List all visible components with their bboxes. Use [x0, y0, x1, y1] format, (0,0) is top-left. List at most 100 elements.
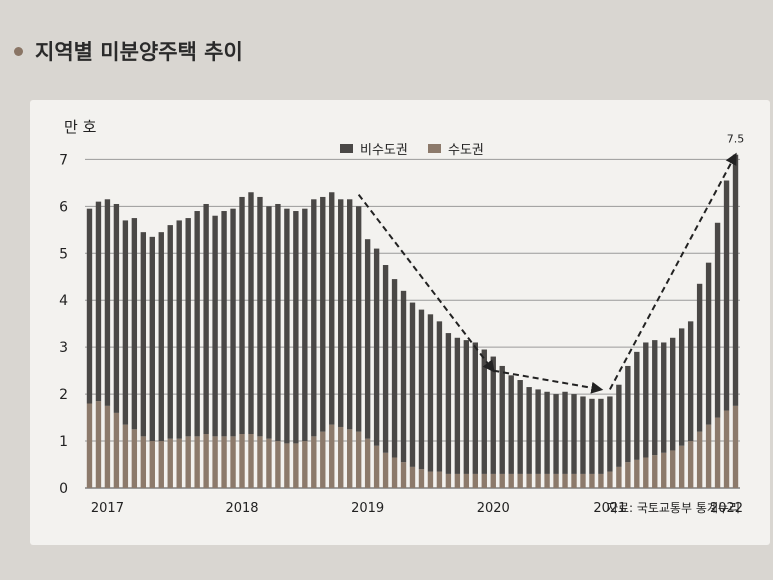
bar-non-capital	[239, 196, 245, 435]
bar-non-capital	[445, 333, 452, 474]
bar-non-capital	[409, 302, 416, 467]
bar-capital	[347, 429, 353, 488]
bar-capital	[185, 436, 191, 488]
bar-capital	[212, 436, 218, 488]
bar-non-capital	[302, 208, 308, 442]
bar-non-capital	[687, 321, 694, 442]
bar-capital	[696, 431, 703, 488]
bar-capital	[176, 438, 182, 488]
legend-label-capital: 수도권	[448, 143, 484, 158]
bar-non-capital	[589, 398, 595, 474]
y-tick-label: 5	[59, 246, 68, 262]
bar-capital	[95, 401, 102, 488]
bar-capital	[203, 434, 209, 488]
bar-non-capital	[517, 380, 523, 474]
end-value-label: 7.5	[727, 133, 745, 146]
bar-non-capital	[122, 220, 129, 425]
bar-capital	[373, 445, 380, 488]
bar-non-capital	[553, 394, 559, 474]
bar-capital	[643, 457, 649, 488]
x-tick-label: 2018	[225, 501, 258, 516]
bar-non-capital	[678, 328, 685, 446]
bar-capital	[454, 473, 461, 488]
bar-non-capital	[275, 203, 281, 442]
bar-non-capital	[661, 342, 667, 453]
bar-non-capital	[257, 196, 263, 437]
bar-capital	[311, 436, 317, 488]
bar-capital	[499, 473, 505, 488]
bar-non-capital	[607, 396, 613, 472]
page-title-text: 지역별 미분양주택 추이	[35, 40, 243, 64]
bar-capital	[266, 438, 272, 488]
bar-capital	[544, 473, 550, 488]
bar-non-capital	[427, 314, 434, 472]
bar-capital	[131, 429, 138, 488]
bar-capital	[320, 431, 326, 488]
bar-non-capital	[364, 239, 371, 439]
bar-non-capital	[705, 262, 712, 425]
chart: 만 호 비수도권 수도권 0 1 2 3 4 5 6 7 2017 2018 2019 2020 20…	[59, 118, 745, 516]
bar-capital	[391, 457, 398, 488]
bar-non-capital	[580, 396, 586, 474]
bar-capital	[248, 434, 254, 488]
bar-capital	[625, 462, 631, 488]
page-title: 지역별 미분양주택 추이	[14, 36, 243, 66]
bar-non-capital	[248, 192, 254, 435]
x-tick-label: 2019	[351, 501, 384, 516]
bar-non-capital	[562, 391, 568, 474]
bar-capital	[167, 438, 173, 488]
bar-capital	[652, 455, 658, 488]
trend-arrows	[357, 152, 737, 394]
legend-swatch-capital	[428, 144, 441, 153]
bar-non-capital	[391, 279, 398, 458]
bullet-dot-icon	[14, 46, 23, 56]
bar-capital	[616, 466, 622, 488]
bar-capital	[382, 452, 389, 488]
x-tick-label: 2020	[477, 501, 510, 516]
bar-capital	[409, 466, 416, 488]
bar-non-capital	[338, 199, 344, 427]
bar-non-capital	[454, 337, 461, 474]
bar-non-capital	[320, 196, 326, 432]
bar-capital	[149, 441, 155, 488]
y-tick-label: 0	[59, 481, 68, 497]
bar-non-capital	[104, 199, 111, 406]
y-unit-label: 만 호	[64, 118, 97, 136]
bar-non-capital	[535, 389, 541, 474]
bar-non-capital	[481, 349, 487, 474]
bar-non-capital	[140, 232, 147, 437]
chart-panel: 만 호 비수도권 수도권 0 1 2 3 4 5 6 7 2017 2018 2019 2020 20…	[30, 100, 770, 545]
bar-non-capital	[284, 208, 290, 444]
bar-capital	[661, 452, 667, 488]
bar-capital	[400, 462, 407, 488]
bar-capital	[445, 473, 452, 488]
bar-capital	[508, 473, 514, 488]
bar-non-capital	[526, 387, 532, 474]
bar-non-capital	[616, 384, 622, 467]
bar-non-capital	[230, 208, 236, 437]
bar-non-capital	[95, 201, 102, 402]
bar-capital	[221, 436, 227, 488]
bar-non-capital	[203, 203, 209, 435]
bar-capital	[122, 424, 129, 488]
bar-non-capital	[113, 203, 120, 413]
bar-non-capital	[436, 321, 443, 472]
bar-non-capital	[508, 375, 514, 474]
bar-non-capital	[544, 391, 550, 474]
bar-non-capital	[221, 211, 227, 437]
y-tick-label: 2	[59, 387, 68, 403]
bar-capital	[517, 473, 523, 488]
bar-non-capital	[185, 218, 191, 437]
bar-capital	[562, 473, 568, 488]
bar-capital	[338, 426, 344, 488]
bar-capital	[571, 473, 577, 488]
bar-capital	[436, 471, 443, 488]
source-note: 자료: 국토교통부 통계누리	[607, 501, 740, 515]
bar-non-capital	[86, 208, 93, 404]
bar-capital	[670, 450, 676, 488]
bar-non-capital	[643, 342, 649, 458]
y-tick-label: 3	[59, 340, 68, 356]
bar-non-capital	[634, 351, 640, 460]
bar-capital	[463, 473, 470, 488]
bar-capital	[526, 473, 532, 488]
